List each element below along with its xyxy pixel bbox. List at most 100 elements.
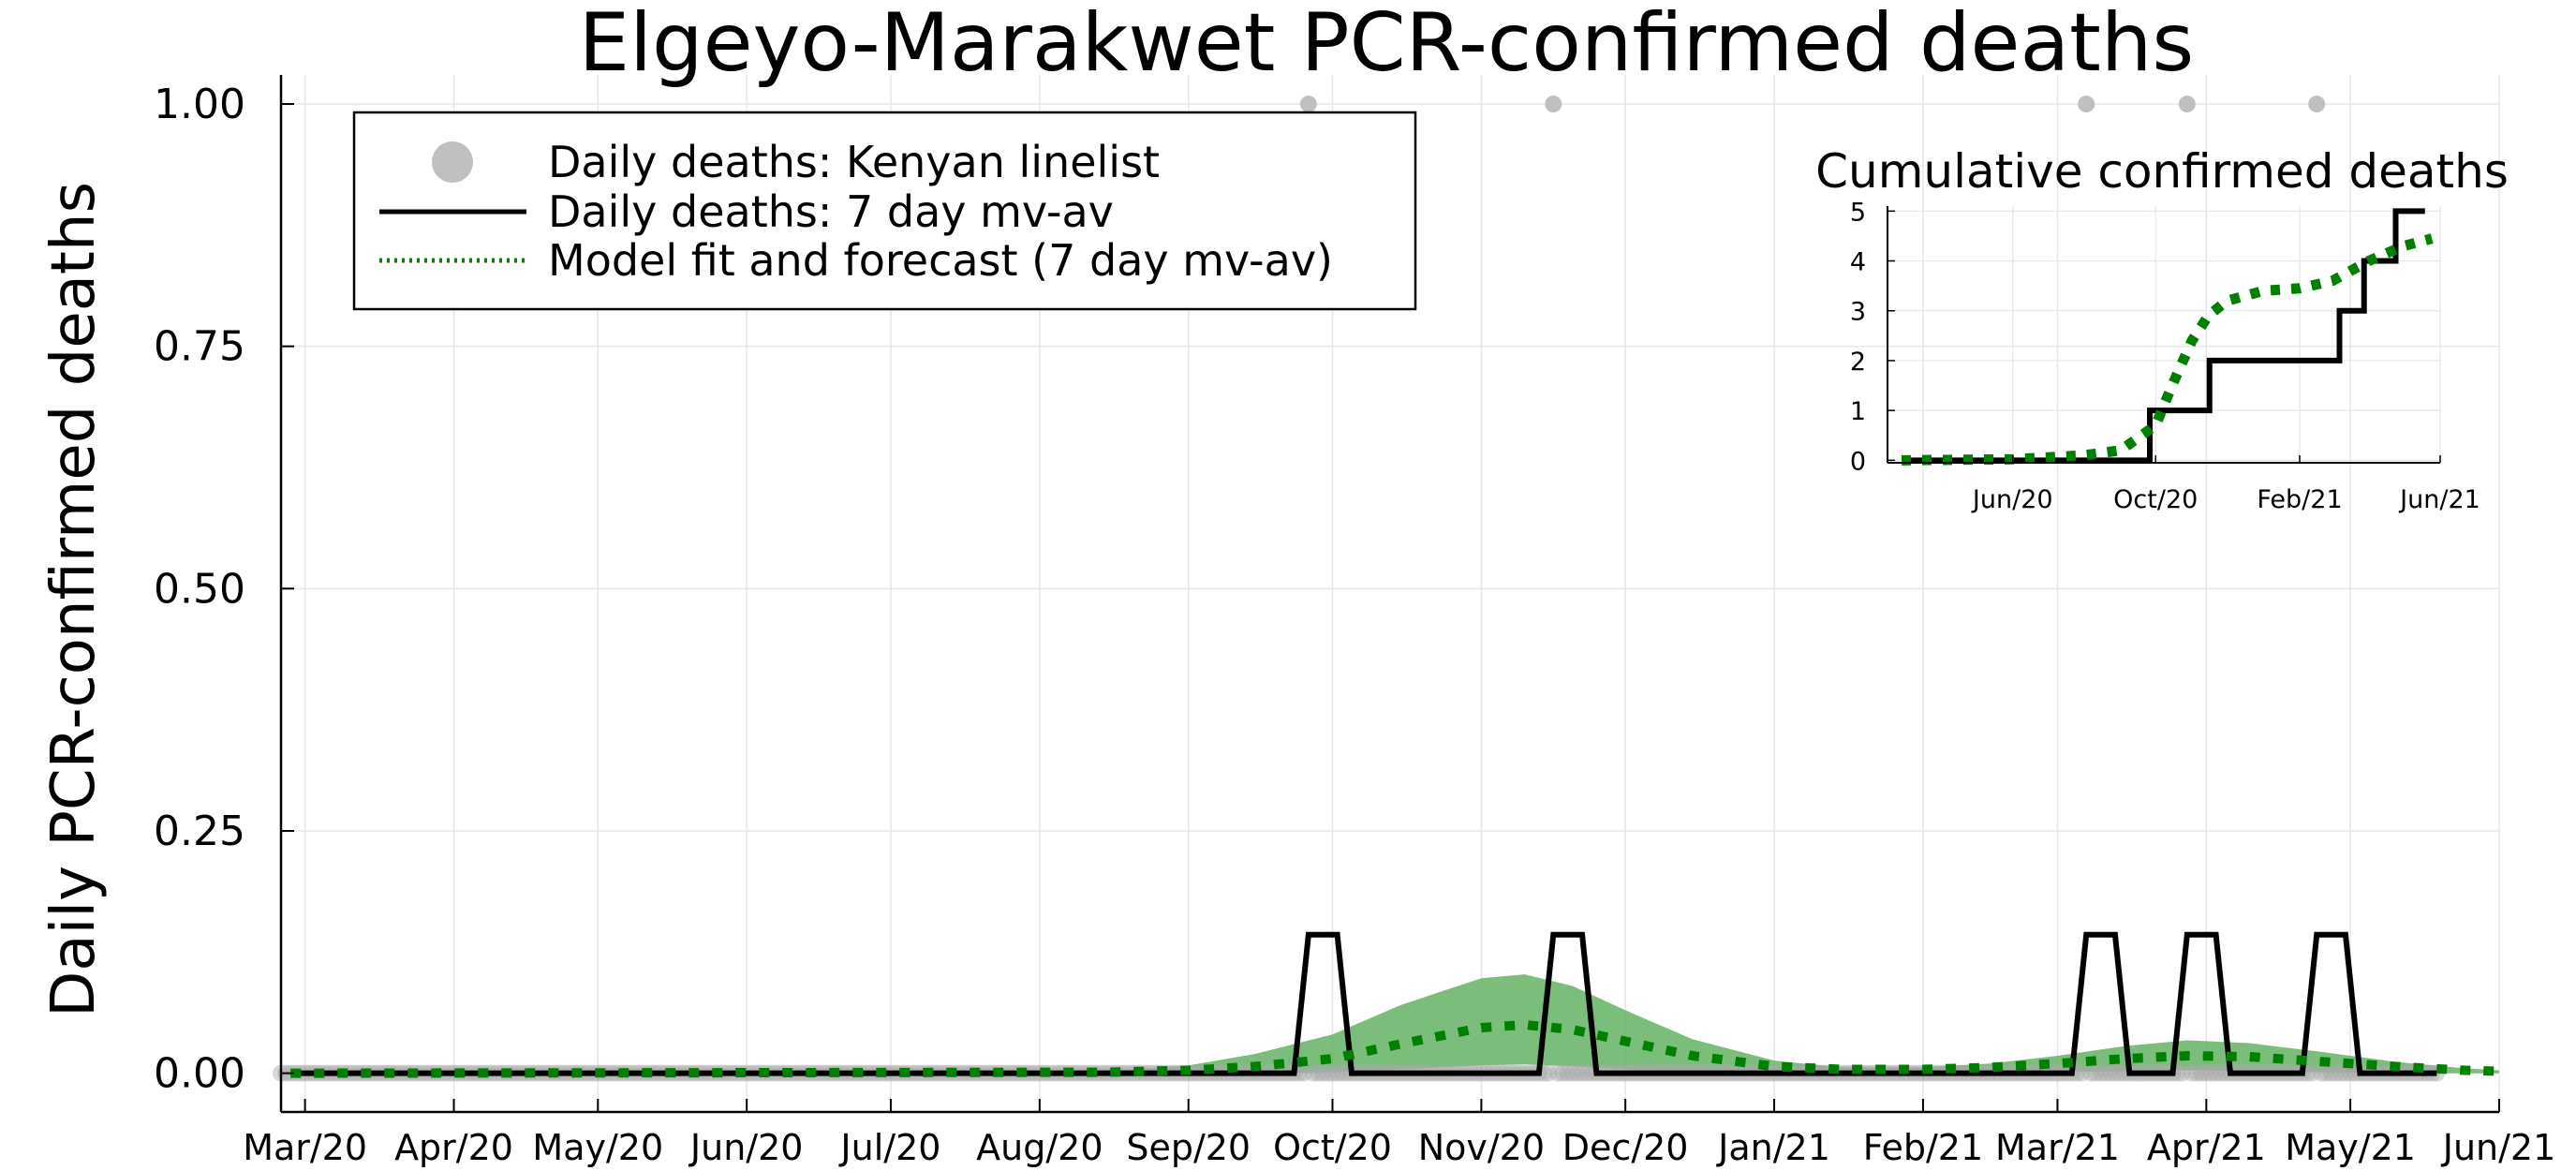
linelist-point [2198,1064,2215,1082]
main-chart: Elgeyo-Marakwet PCR-confirmed deaths Dai… [39,0,2555,1168]
inset-x-tick-label: Jun/20 [1971,485,2053,514]
legend-label-linelist: Daily deaths: Kenyan linelist [548,137,1160,187]
legend-box [352,111,1417,311]
linelist-point [1563,1064,1581,1082]
y-tick-label: 1.00 [154,81,245,128]
linelist-point [2207,1064,2225,1082]
linelist-point [1324,1064,1341,1082]
x-tick-label: Jun/20 [688,1127,804,1168]
inset-chart: Cumulative confirmed deaths Jun/20 Oct/20… [1815,144,2509,514]
linelist-point [2106,1064,2124,1082]
x-tick-label: Apr/21 [2147,1127,2266,1168]
x-tick-label: Aug/20 [976,1127,1103,1168]
x-tick-label: Mar/21 [1995,1127,2120,1168]
linelist-point [2082,1064,2100,1082]
x-tick-label: Jan/21 [1716,1127,1830,1168]
series-line-model [290,1019,2500,1078]
x-tick-label: Mar/20 [243,1127,367,1168]
linelist-point [2308,96,2326,113]
inset-y-tick-label: 5 [1850,198,1866,227]
inset-x-tick-label: Oct/20 [2113,485,2198,514]
inset-line-model [1901,233,2434,466]
linelist-point [1540,1064,1558,1082]
linelist-point [1568,1064,1586,1082]
model-band [290,974,2500,1074]
x-tick-label: Feb/21 [1863,1127,1983,1168]
linelist-point [1304,1064,1322,1082]
linelist-point [2183,1064,2200,1082]
inset-x-tick-label: Jun/21 [2398,485,2480,514]
inset-y-tick-label: 1 [1850,397,1866,426]
inset-y-tick-label: 0 [1850,447,1866,476]
x-tick-labels: Mar/20 Apr/20 May/20 Jun/20 Jul/20 Aug/20 Sep/… [243,1127,2555,1168]
linelist-point [2178,96,2196,113]
x-tick-label: Dec/20 [1562,1127,1689,1168]
y-axis-label: Daily PCR-confirmed deaths [39,182,109,1017]
linelist-point [2322,1064,2340,1082]
x-tick-label: May/20 [532,1127,663,1168]
linelist-point [2317,1064,2335,1082]
linelist-point [1574,1064,1591,1082]
linelist-point [2188,1064,2206,1082]
linelist-point [1559,1064,1577,1082]
chart-title: Elgeyo-Marakwet PCR-confirmed deaths [579,0,2194,90]
linelist-points [1299,96,2326,113]
x-tick-label: Jul/20 [838,1127,940,1168]
x-tick-label: Nov/20 [1418,1127,1545,1168]
linelist-point [2327,1064,2345,1082]
inset-y-tick-label: 3 [1850,298,1866,327]
x-tick-label: Oct/20 [1273,1127,1392,1168]
linelist-point [1295,1064,1312,1082]
linelist-point [2078,96,2095,113]
inset-y-tick-label: 4 [1850,248,1866,277]
y-tick-label: 0.25 [154,808,245,855]
linelist-point [1310,1064,1327,1082]
linelist-point [1554,1064,1572,1082]
linelist-point [2303,1064,2321,1082]
inset-x-tick-label: Feb/21 [2257,485,2342,514]
linelist-point [2173,1064,2191,1082]
y-tick-labels: 0.00 0.25 0.50 0.75 1.00 [154,81,245,1098]
linelist-point [1314,1064,1332,1082]
linelist-point [1333,1064,1351,1082]
inset-x-tick-labels: Jun/20 Oct/20 Feb/21 Jun/21 [1971,485,2480,514]
linelist-point [2092,1064,2110,1082]
x-tick-label: Sep/20 [1126,1127,1251,1168]
inset-y-tick-label: 2 [1850,348,1866,377]
linelist-point [1578,1064,1596,1082]
model-uncertainty-band [290,974,2500,1074]
linelist-point [2073,1064,2091,1082]
linelist-point [1299,96,1317,113]
linelist-point [1545,96,1562,113]
linelist-point [2101,1064,2119,1082]
x-tick-label: Apr/20 [394,1127,513,1168]
inset-axes [1887,206,2441,464]
legend: Daily deaths: Kenyan linelist Daily deat… [352,111,1417,311]
inset-y-tick-labels: 0 1 2 3 4 5 [1850,198,1866,476]
linelist-point [2202,1064,2220,1082]
linelist-point [2111,1064,2129,1082]
legend-label-model: Model fit and forecast (7 day mv-av) [548,235,1333,286]
x-tick-label: Jun/21 [2441,1127,2556,1168]
linelist-point [2313,1064,2331,1082]
main-axes [279,75,2500,1114]
y-tick-label: 0.75 [154,323,245,371]
linelist-point [2193,1064,2211,1082]
x-tick-label: May/21 [2285,1127,2416,1168]
legend-marker-linelist [432,141,473,183]
y-tick-label: 0.00 [154,1050,245,1098]
linelist-point [2336,1064,2354,1082]
linelist-point [2212,1064,2229,1082]
linelist-point [1549,1064,1567,1082]
legend-label-mvav: Daily deaths: 7 day mv-av [548,186,1114,237]
linelist-point [2087,1064,2105,1082]
linelist-point [2332,1064,2349,1082]
inset-title: Cumulative confirmed deaths [1815,144,2509,199]
series-lines [290,931,2500,1078]
y-tick-label: 0.50 [154,565,245,613]
linelist-point [2096,1064,2114,1082]
linelist-point [2342,1064,2360,1082]
linelist-point [1319,1064,1337,1082]
inset-series-lines [1901,208,2434,466]
